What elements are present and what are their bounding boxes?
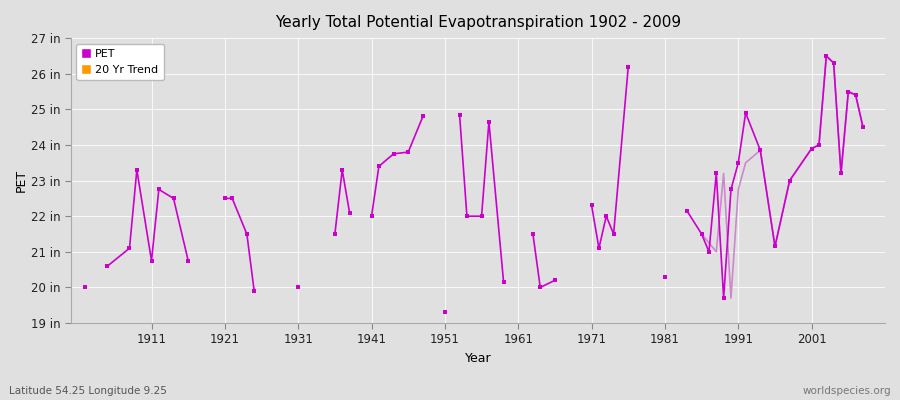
Point <box>328 231 342 237</box>
Point <box>842 88 856 95</box>
Point <box>247 288 261 294</box>
Title: Yearly Total Potential Evapotranspiration 1902 - 2009: Yearly Total Potential Evapotranspiratio… <box>274 15 681 30</box>
Point <box>401 149 416 155</box>
Point <box>591 245 606 252</box>
Point <box>482 119 496 125</box>
Point <box>607 231 621 237</box>
Point <box>122 245 137 252</box>
Point <box>291 284 305 291</box>
Point <box>782 177 796 184</box>
Point <box>658 274 672 280</box>
Point <box>533 284 547 291</box>
Point <box>819 53 833 59</box>
Point <box>151 186 166 193</box>
Point <box>474 213 489 219</box>
Point <box>599 213 614 219</box>
Point <box>695 231 709 237</box>
Point <box>731 160 745 166</box>
Point <box>856 124 870 130</box>
Point <box>78 284 93 291</box>
Point <box>849 92 863 98</box>
Point <box>724 186 738 193</box>
Point <box>416 113 430 120</box>
Point <box>548 277 562 284</box>
Point <box>225 195 239 202</box>
Point <box>100 263 114 269</box>
Point <box>342 210 356 216</box>
Point <box>680 208 694 214</box>
Point <box>335 167 349 173</box>
Point <box>526 231 540 237</box>
Point <box>621 64 635 70</box>
Point <box>826 60 841 66</box>
Point <box>768 243 782 250</box>
Point <box>386 151 400 157</box>
Point <box>833 170 848 177</box>
Y-axis label: PET: PET <box>15 169 28 192</box>
Point <box>753 147 768 154</box>
Point <box>364 213 379 219</box>
Legend: PET, 20 Yr Trend: PET, 20 Yr Trend <box>76 44 164 80</box>
Point <box>130 167 144 173</box>
Point <box>812 142 826 148</box>
X-axis label: Year: Year <box>464 352 491 365</box>
Point <box>372 163 386 170</box>
Point <box>166 195 181 202</box>
Point <box>584 202 598 209</box>
Point <box>437 309 452 316</box>
Point <box>702 248 716 255</box>
Point <box>218 195 232 202</box>
Point <box>453 112 467 118</box>
Point <box>738 110 752 116</box>
Text: worldspecies.org: worldspecies.org <box>803 386 891 396</box>
Point <box>144 258 158 264</box>
Point <box>460 213 474 219</box>
Point <box>709 170 724 177</box>
Point <box>716 295 731 301</box>
Point <box>181 258 195 264</box>
Point <box>497 279 511 285</box>
Text: Latitude 54.25 Longitude 9.25: Latitude 54.25 Longitude 9.25 <box>9 386 166 396</box>
Point <box>805 145 819 152</box>
Point <box>239 231 254 237</box>
